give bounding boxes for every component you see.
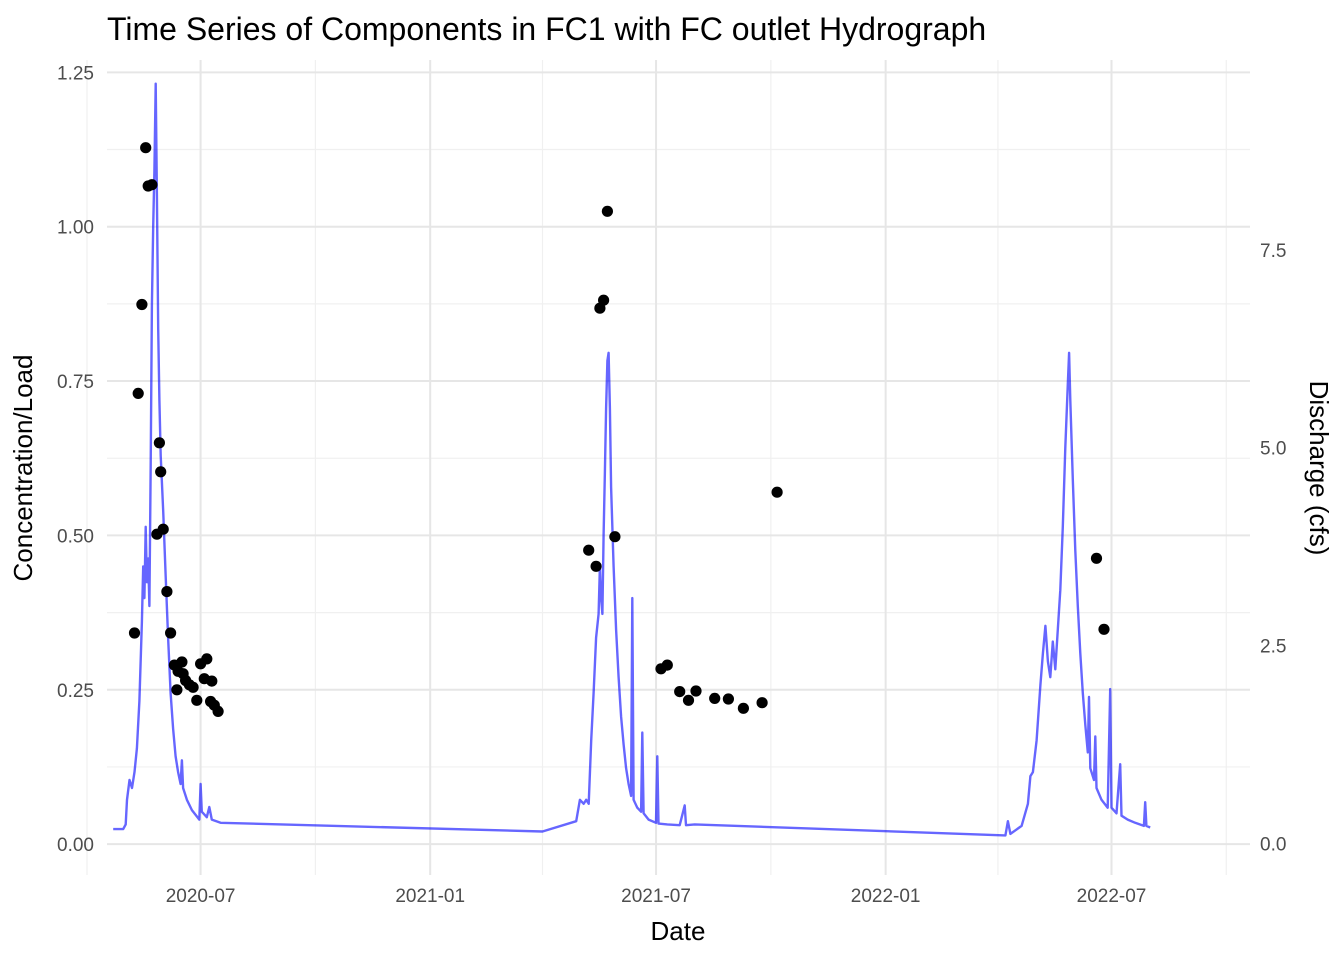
y-axis-title: Concentration/Load [8, 355, 38, 582]
data-point [212, 705, 224, 718]
data-point [661, 659, 673, 671]
y-tick-label: 0.50 [57, 526, 94, 547]
y2-axis-ticks: 0.0 2.5 5.0 7.5 [1260, 241, 1286, 855]
data-point [690, 685, 702, 697]
y-axis-ticks: 0.00 0.25 0.50 0.75 1.00 1.25 [57, 63, 94, 856]
y2-tick-label: 2.5 [1260, 637, 1286, 658]
gridlines [86, 60, 1250, 875]
x-tick-label: 2022-01 [851, 886, 921, 907]
data-point [155, 466, 167, 478]
data-point [146, 179, 158, 191]
data-point [206, 675, 218, 687]
data-point [583, 544, 595, 556]
data-point [598, 294, 610, 306]
y2-tick-label: 0.0 [1260, 834, 1286, 855]
data-point [722, 693, 735, 705]
data-point [682, 694, 695, 706]
concentration-points [128, 142, 1110, 718]
x-axis-title: Date [651, 916, 706, 946]
y-tick-label: 1.00 [57, 218, 94, 239]
y-tick-label: 0.25 [57, 681, 94, 702]
data-point [191, 694, 203, 706]
data-point [161, 586, 173, 598]
x-axis-ticks: 2020-07 2021-01 2021-07 2022-01 2022-07 [166, 886, 1147, 907]
y2-tick-label: 7.5 [1260, 241, 1286, 262]
data-point [132, 387, 144, 399]
y-tick-label: 0.00 [57, 835, 94, 856]
data-point [176, 656, 188, 668]
data-point [201, 653, 213, 665]
y2-axis-title: Discharge (cfs) [1304, 381, 1334, 556]
data-point [601, 205, 614, 217]
data-point [153, 437, 165, 449]
data-point [171, 684, 183, 696]
data-point [187, 681, 199, 693]
y-tick-label: 1.25 [57, 63, 94, 84]
x-tick-label: 2022-07 [1077, 886, 1147, 907]
y-tick-label: 0.75 [57, 372, 94, 393]
data-point [1090, 552, 1103, 564]
data-point [165, 627, 177, 639]
data-point [590, 560, 602, 572]
hydrograph-series [113, 82, 1151, 837]
data-point [674, 686, 686, 698]
data-point [1098, 623, 1110, 635]
x-tick-label: 2020-07 [166, 886, 236, 907]
y2-tick-label: 5.0 [1260, 439, 1286, 460]
x-tick-label: 2021-07 [621, 886, 691, 907]
data-point [128, 627, 141, 639]
hydrograph-line [113, 82, 1151, 837]
data-point [737, 702, 750, 714]
data-point [771, 486, 783, 498]
data-point [157, 523, 169, 535]
x-tick-label: 2021-01 [395, 886, 465, 907]
data-point [709, 692, 721, 705]
chart-title: Time Series of Components in FC1 with FC… [107, 11, 986, 47]
data-point [140, 142, 152, 154]
data-point [609, 531, 621, 543]
data-point [756, 697, 768, 709]
data-point [136, 298, 148, 311]
